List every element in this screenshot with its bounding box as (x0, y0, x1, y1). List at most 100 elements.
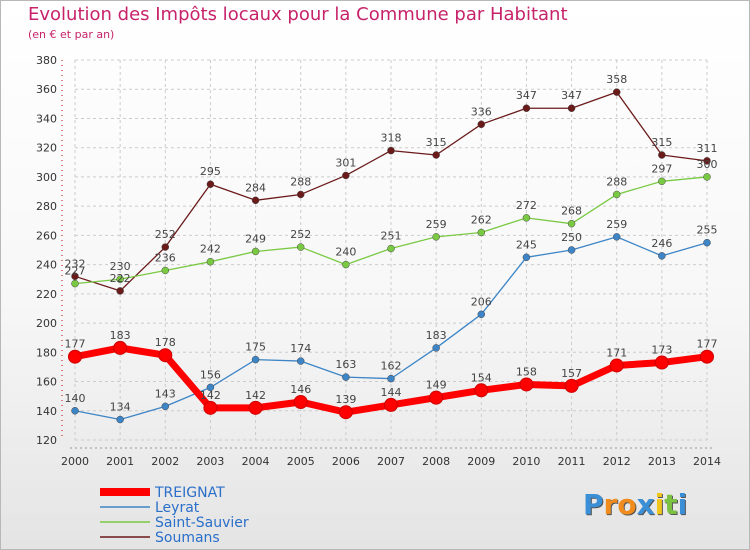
data-label: 183 (426, 329, 447, 342)
data-label: 288 (606, 175, 627, 188)
data-point (68, 349, 82, 364)
y-tick-label: 280 (36, 200, 57, 213)
data-label: 143 (155, 387, 176, 400)
data-label: 288 (290, 175, 311, 188)
data-point (203, 400, 218, 415)
data-point (296, 243, 305, 251)
data-label: 255 (697, 224, 718, 237)
x-tick-label: 2011 (558, 455, 586, 468)
data-point (477, 228, 486, 237)
x-tick-label: 2002 (151, 455, 179, 468)
x-tick-label: 2004 (242, 455, 270, 468)
data-label: 250 (561, 231, 582, 244)
x-tick-label: 2005 (287, 455, 315, 468)
y-tick-label: 340 (36, 112, 57, 125)
data-label: 315 (651, 136, 672, 149)
data-point (474, 383, 489, 398)
data-label: 311 (697, 142, 718, 155)
data-label: 242 (200, 243, 221, 256)
data-point (342, 373, 350, 381)
y-tick-label: 120 (36, 434, 57, 447)
data-point (113, 340, 128, 355)
data-point (251, 196, 260, 205)
logo-letter: i (677, 488, 688, 521)
data-label: 149 (426, 379, 447, 392)
data-point (567, 246, 576, 254)
data-label: 230 (110, 260, 131, 273)
data-point (658, 252, 666, 260)
data-point (248, 400, 263, 415)
data-label: 175 (245, 341, 266, 354)
data-label: 347 (561, 89, 582, 102)
data-label: 358 (606, 73, 627, 86)
data-point (161, 243, 170, 251)
data-label: 144 (381, 386, 402, 399)
data-label: 268 (561, 205, 582, 218)
data-point (342, 260, 350, 269)
y-tick-label: 240 (36, 259, 57, 272)
data-label: 297 (651, 162, 672, 175)
data-point (477, 120, 486, 129)
x-tick-label: 2000 (61, 455, 89, 468)
data-label: 336 (471, 105, 492, 118)
legend-label: Leyrat (155, 500, 200, 516)
data-label: 301 (335, 156, 356, 169)
data-label: 173 (651, 344, 672, 357)
data-point (296, 190, 305, 199)
data-point (296, 357, 305, 365)
y-tick-label: 380 (36, 54, 57, 67)
data-label: 227 (65, 265, 86, 278)
data-label: 140 (65, 392, 86, 405)
chart-subtitle: (en € et par an) (28, 28, 115, 41)
x-tick-label: 2003 (196, 455, 224, 468)
data-point (206, 257, 215, 266)
data-point (703, 173, 711, 181)
data-point (161, 266, 170, 275)
data-point (429, 390, 444, 405)
data-point (387, 146, 395, 155)
logo-letter: t (664, 488, 678, 521)
data-point (567, 219, 576, 228)
data-label: 177 (697, 338, 718, 351)
data-label: 245 (516, 238, 537, 251)
data-point (384, 397, 398, 412)
legend-label: Saint-Sauvier (155, 515, 249, 531)
data-point (567, 104, 576, 112)
data-label: 146 (290, 383, 311, 396)
data-point (703, 157, 711, 165)
data-label: 174 (290, 342, 311, 355)
y-tick-label: 160 (36, 376, 57, 389)
data-label: 134 (110, 401, 131, 414)
data-label: 251 (381, 230, 402, 243)
data-label: 315 (426, 136, 447, 149)
data-label: 246 (651, 237, 672, 250)
data-label: 206 (471, 295, 492, 308)
data-point (116, 275, 124, 283)
data-label: 300 (697, 158, 718, 171)
data-point (522, 253, 531, 262)
x-tick-label: 2001 (106, 455, 134, 468)
data-label: 259 (606, 218, 627, 231)
data-point (612, 233, 621, 241)
data-label: 232 (65, 257, 86, 270)
data-point (71, 272, 79, 281)
y-tick-label: 220 (36, 288, 57, 301)
data-point (522, 104, 531, 112)
x-tick-label: 2008 (422, 455, 450, 468)
data-point (477, 310, 486, 319)
data-point (432, 344, 440, 352)
chart-title: Evolution des Impôts locaux pour la Comm… (28, 4, 568, 25)
data-point (158, 348, 173, 363)
data-point (609, 358, 624, 373)
data-label: 318 (381, 132, 402, 145)
y-tick-label: 180 (36, 346, 57, 359)
x-tick-label: 2013 (648, 455, 676, 468)
data-point (71, 279, 79, 288)
data-label: 222 (110, 272, 131, 285)
data-label: 262 (471, 213, 492, 226)
y-tick-label: 360 (36, 83, 57, 96)
data-label: 142 (200, 389, 221, 402)
data-label: 154 (471, 371, 492, 384)
data-point (564, 378, 579, 393)
